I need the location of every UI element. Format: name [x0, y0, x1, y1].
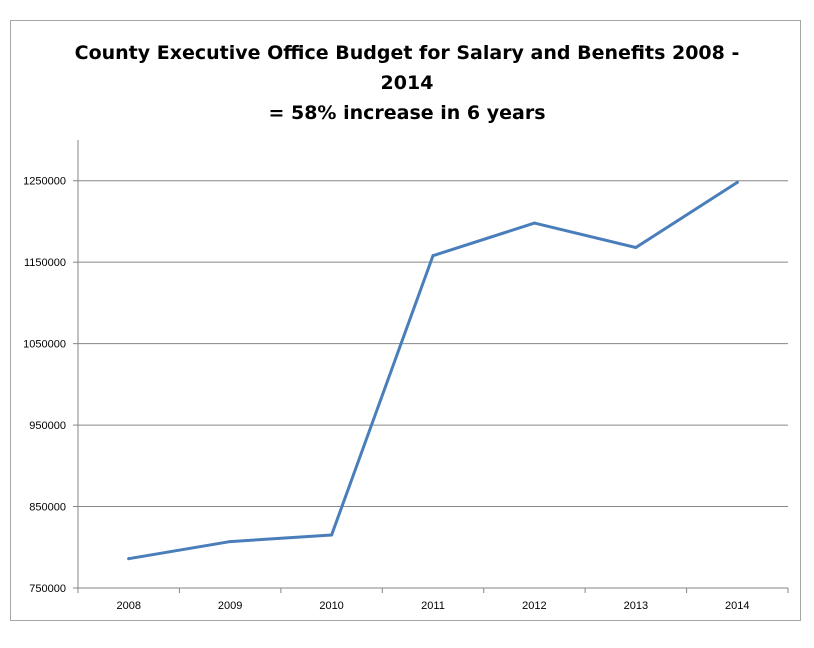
gridlines	[78, 180, 788, 508]
data-point	[127, 557, 131, 561]
series-line	[127, 180, 739, 561]
x-tick-label: 2010	[319, 600, 343, 612]
data-point	[532, 221, 536, 225]
data-point	[228, 540, 232, 544]
data-point	[634, 246, 638, 250]
y-tick-label: 750000	[29, 583, 66, 595]
x-tick-labels: 2008 2009 2010 2011 2012 2013 2014	[116, 600, 749, 612]
chart-title-line-3: = 58% increase in 6 years	[268, 102, 546, 124]
chart-title: County Executive Office Budget for Salar…	[0, 38, 814, 128]
y-tick-label: 1250000	[23, 176, 66, 188]
chart-title-line-1: County Executive Office Budget for Salar…	[74, 42, 740, 64]
data-point	[431, 254, 435, 258]
y-tick-label: 1050000	[23, 339, 66, 351]
x-tick-label: 2008	[116, 600, 140, 612]
x-tick-label: 2013	[624, 600, 648, 612]
y-tick-label: 1150000	[24, 257, 66, 269]
y-tick-label: 950000	[29, 420, 66, 432]
chart-frame	[10, 20, 801, 621]
axes	[73, 140, 789, 593]
chart-title-line-2: 2014	[380, 72, 434, 94]
x-tick-label: 2009	[218, 600, 242, 612]
y-tick-labels: 750000 850000 950000 1050000 1150000 1250000	[23, 176, 66, 595]
y-tick-label: 850000	[29, 502, 66, 514]
x-tick-label: 2012	[522, 600, 546, 612]
series	[127, 180, 739, 561]
x-tick-label: 2014	[725, 600, 749, 612]
data-point	[735, 180, 739, 184]
x-tick-label: 2011	[421, 600, 445, 612]
data-point	[330, 533, 334, 537]
